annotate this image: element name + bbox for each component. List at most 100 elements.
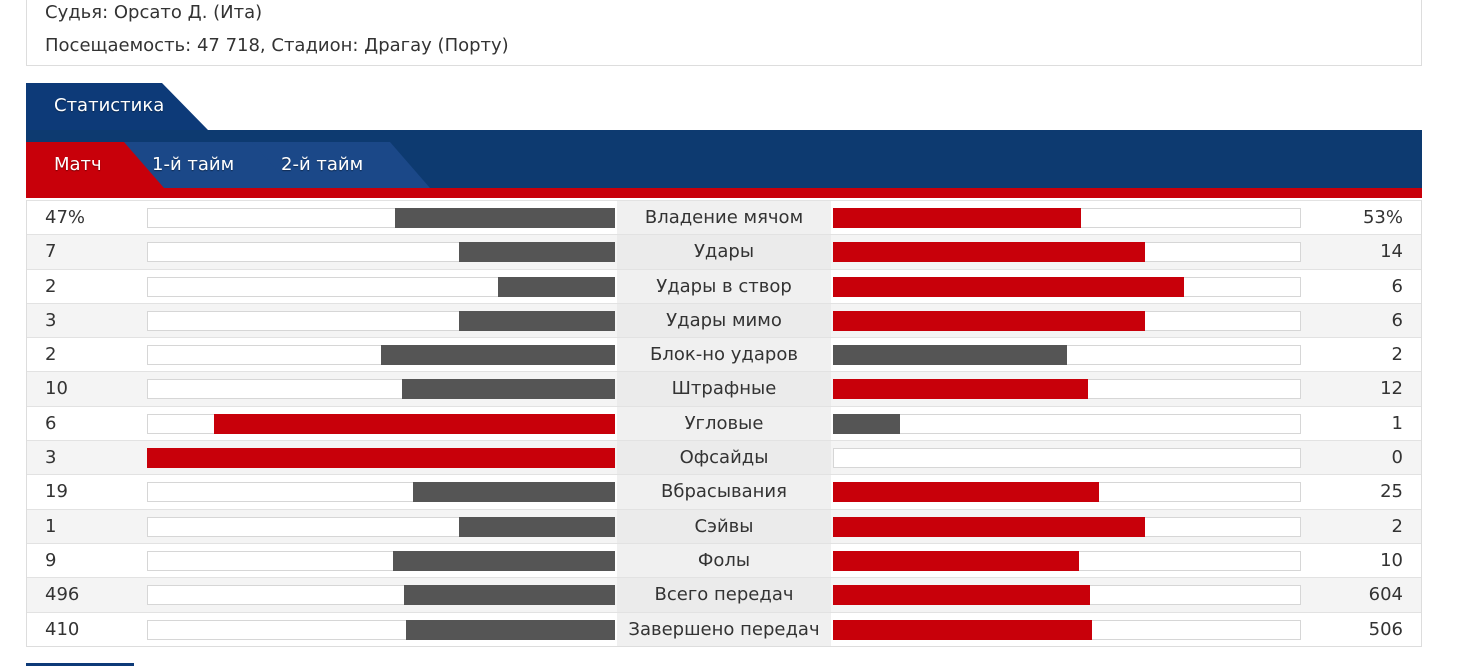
home-value: 10 [45,378,68,400]
away-bar [833,208,1082,228]
away-value: 1 [1391,412,1403,434]
stat-label: Угловые [684,412,764,434]
stat-label: Вбрасывания [661,481,787,503]
home-bar-track [147,516,615,537]
stat-row: 47% Владение мячом 53% [27,200,1421,235]
stat-label-cell [617,543,831,578]
stat-row: 2 Удары в створ 6 [27,268,1421,303]
stat-label: Фолы [697,549,751,571]
home-bar [403,585,615,606]
home-bar [405,619,615,640]
stat-label: Владение мячом [644,207,804,228]
home-bar [459,516,615,537]
attendance-stadium-text: Посещаемость: 47 718, Стадион: Драгау (П… [45,35,509,56]
home-value: 2 [45,275,57,297]
tab-statistics-section[interactable]: Статистика [26,83,208,130]
home-bar-track [147,345,615,366]
away-bar [833,482,1099,503]
tab-first-half-label: 1-й тайм [152,154,235,175]
stat-label: Удары мимо [666,309,782,331]
stat-row: 9 Фолы 10 [27,542,1421,578]
home-bar-track [147,208,615,228]
section-tab-label: Статистика [54,95,165,116]
away-value: 53% [1362,207,1403,228]
away-bar-track [833,379,1301,400]
stat-row: 496 Всего передач 604 [27,577,1421,612]
home-bar-track [147,619,615,640]
home-value: 7 [45,241,57,263]
home-bar [412,482,615,503]
stat-label-cell [617,406,831,441]
stat-label: Удары в створ [656,275,792,297]
away-bar [833,550,1080,571]
stat-row: 7 Удары 14 [27,234,1421,269]
away-bar [833,345,1067,366]
away-bar-track [833,242,1301,263]
away-value: 6 [1391,309,1403,331]
away-bar-track [833,482,1301,503]
stat-row: 3 Офсайды 0 [27,440,1421,475]
home-value: 9 [45,549,57,571]
home-bar [381,345,615,366]
home-value: 1 [45,515,57,537]
home-bar [395,208,615,228]
stat-row: 1 Сэйвы 2 [27,508,1421,543]
referee-text: Судья: Орсато Д. (Ита) [45,2,263,23]
stat-label: Удары [693,241,755,263]
tab-second-half-label: 2-й тайм [281,154,364,175]
home-bar [147,448,615,469]
away-bar-track [833,276,1301,297]
away-bar-track [833,619,1301,640]
stat-row: 19 Вбрасывания 25 [27,474,1421,509]
stat-row: 10 Штрафные 12 [27,371,1421,406]
home-value: 19 [45,481,68,503]
stat-label-cell [617,578,831,612]
home-bar-track [147,585,615,606]
stat-row: 6 Угловые 1 [27,405,1421,441]
away-value: 25 [1380,481,1403,503]
stat-label-cell [617,475,831,509]
tab-match-label: Матч [54,154,102,175]
home-bar [459,242,615,263]
home-bar-track [147,276,615,297]
home-bar-track [147,550,615,571]
away-bar [833,516,1145,537]
stat-label-cell [617,441,831,475]
away-bar-track [833,310,1301,331]
home-value: 3 [45,309,57,331]
home-bar-track [147,242,615,263]
away-value: 506 [1368,618,1403,640]
away-value: 2 [1391,344,1403,366]
away-value: 604 [1368,584,1403,606]
next-section-tab[interactable] [26,663,134,666]
stat-label: Сэйвы [694,515,754,537]
stat-row: 2 Блок-но ударов 2 [27,337,1421,372]
away-bar-track [833,208,1301,228]
home-value: 410 [45,618,80,640]
home-value: 47% [45,207,86,228]
stat-row: 3 Удары мимо 6 [27,302,1421,338]
home-bar-track [147,448,615,469]
away-bar [833,413,900,434]
stat-label: Всего передач [654,584,794,606]
stat-label-cell [617,509,831,543]
away-bar-track [833,585,1301,606]
away-value: 2 [1391,515,1403,537]
away-value: 10 [1380,549,1403,571]
stat-label: Офсайды [679,447,769,469]
home-bar-track [147,310,615,331]
home-bar [498,276,615,297]
match-info-box: Судья: Орсато Д. (Ита) Посещаемость: 47 … [26,0,1422,66]
away-bar [833,585,1090,606]
away-bar-track [833,448,1301,469]
away-bar [833,619,1092,640]
stats-table: 47% Владение мячом 53% 7 Удары 14 2 Удары в ств… [26,200,1422,647]
home-bar [459,310,615,331]
away-bar-track [833,413,1301,434]
away-bar [833,276,1184,297]
stat-label: Блок-но ударов [650,344,798,366]
home-bar [402,379,615,400]
home-value: 3 [45,447,57,469]
stat-label-cell [617,612,831,646]
stat-label-cell [617,235,831,269]
